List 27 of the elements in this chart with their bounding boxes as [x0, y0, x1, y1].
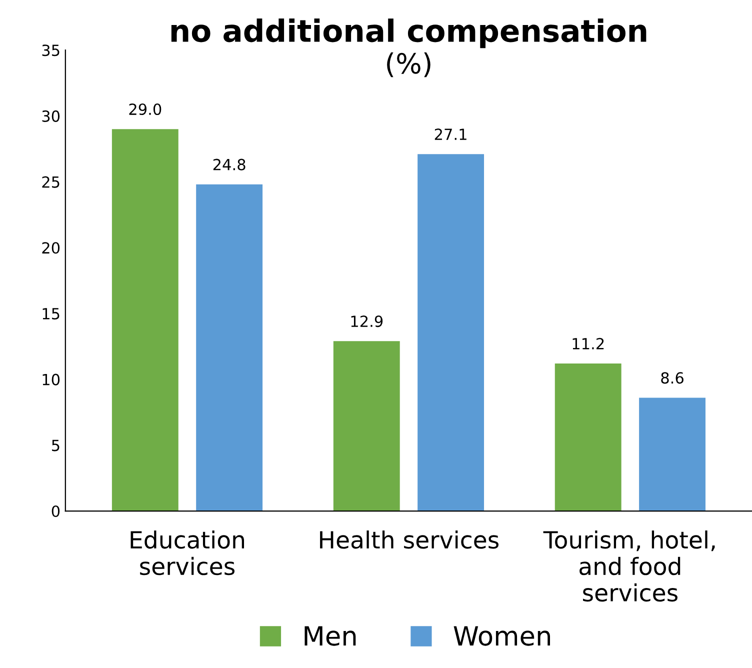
data-label: 27.1 — [434, 128, 466, 140]
x-tick-label: Tourism, hotel, and food services — [543, 530, 715, 602]
data-label: 12.9 — [351, 316, 383, 328]
y-tick-label: 20 — [42, 242, 60, 254]
chart-subtitle: (%) — [387, 52, 430, 78]
data-label: 24.8 — [213, 158, 246, 170]
y-tick-label: 15 — [42, 308, 60, 320]
bar — [196, 184, 263, 512]
bar — [639, 398, 706, 512]
y-tick-label: 0 — [52, 505, 60, 518]
chart-title: no additional compensation — [171, 18, 646, 48]
x-tick-label: Education services — [130, 530, 244, 576]
bar — [418, 154, 484, 512]
y-tick-label: 35 — [42, 44, 60, 56]
bar — [554, 364, 622, 512]
bar — [333, 341, 400, 512]
y-tick-label: 25 — [42, 176, 60, 188]
legend-label: Men — [304, 626, 356, 646]
y-tick-label: 30 — [42, 110, 60, 122]
y-tick-label: 10 — [42, 374, 60, 386]
y-tick-label: 5 — [52, 440, 60, 452]
bar — [112, 129, 178, 512]
data-label: 29.0 — [129, 103, 162, 116]
data-label: 11.2 — [572, 338, 604, 350]
x-tick-label: Health services — [320, 530, 499, 549]
legend-label: Women — [454, 626, 550, 646]
data-label: 8.6 — [661, 372, 684, 384]
